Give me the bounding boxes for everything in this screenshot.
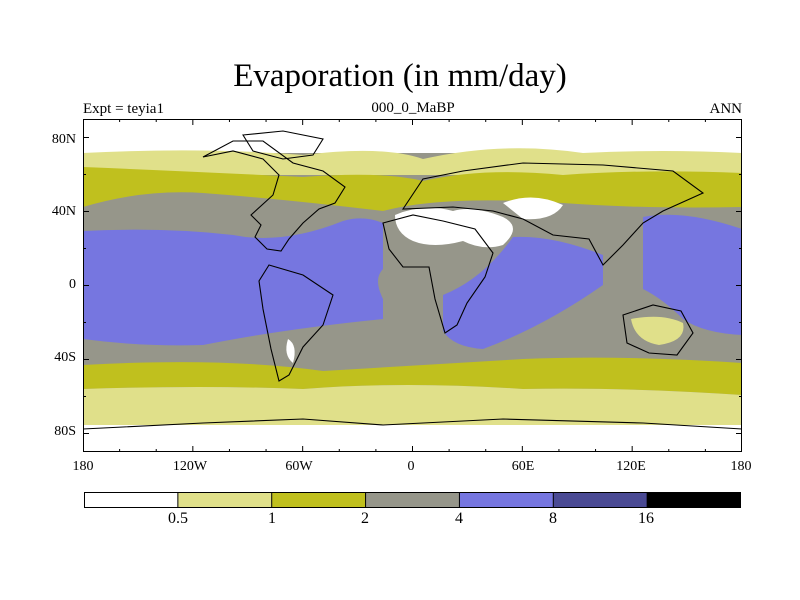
- colorbar-label-16: 16: [638, 510, 654, 527]
- colorbar-label-0.5: 0.5: [168, 510, 188, 527]
- west-pacific-tropics: [643, 214, 742, 335]
- north-america-outline: [202, 140, 346, 252]
- lon-tick-120e: 120E: [616, 459, 646, 474]
- colorbar-label-2: 2: [361, 510, 369, 527]
- lon-tick-60w: 60W: [285, 459, 313, 474]
- period-label: 000_0_MaBP: [371, 100, 455, 116]
- lat-tick-80n: 80N: [51, 132, 76, 147]
- colorbar-label-1: 1: [268, 510, 276, 527]
- chart-title: Evaporation (in mm/day): [233, 58, 567, 94]
- greenland-outline: [242, 130, 324, 160]
- south-band-midlat: [83, 357, 742, 395]
- colorbar-cell-1: [177, 492, 273, 508]
- colorbar-cell-3: [365, 492, 460, 508]
- lon-tick-0: 0: [407, 459, 415, 474]
- season-label: ANN: [709, 101, 743, 117]
- lat-tick-0: 0: [69, 277, 76, 292]
- lat-tick-80s: 80S: [54, 424, 76, 439]
- australia-dry-interior: [631, 316, 684, 345]
- colorbar-cell-5: [553, 492, 648, 508]
- south-america-outline: [258, 264, 334, 382]
- lon-tick-60e: 60E: [511, 459, 535, 474]
- colorbar: [84, 492, 741, 508]
- map-ticks: [83, 119, 742, 452]
- colorbar-cell-4: [459, 492, 554, 508]
- australia-outline: [622, 304, 694, 356]
- lon-tick-180e: 180: [730, 459, 752, 474]
- antarctica-outline: [83, 418, 742, 430]
- evaporation-map: [83, 119, 742, 452]
- africa-outline: [382, 214, 494, 334]
- lat-tick-40n: 40N: [51, 204, 76, 219]
- eurasia-outline: [401, 162, 705, 266]
- colorbar-label-4: 4: [455, 510, 463, 527]
- colorbar-cell-0: [84, 492, 179, 508]
- lon-tick-120w: 120W: [172, 459, 208, 474]
- colorbar-label-8: 8: [549, 510, 557, 527]
- pacific-atlantic-tropics: [83, 218, 383, 346]
- indian-ocean-tropics: [443, 236, 603, 349]
- andes-dry-region: [286, 339, 295, 363]
- arabian-desert: [503, 197, 563, 220]
- colorbar-frame: [84, 492, 741, 508]
- north-band-midlat: [83, 167, 742, 211]
- coastlines: [83, 130, 742, 430]
- colorbar-cell-2: [271, 492, 367, 508]
- experiment-label: Expt = teyia1: [83, 101, 164, 117]
- colorbar-cell-6: [647, 492, 741, 508]
- lon-tick-180w: 180: [72, 459, 94, 474]
- south-band-light: [83, 385, 742, 425]
- lat-tick-40s: 40S: [54, 350, 76, 365]
